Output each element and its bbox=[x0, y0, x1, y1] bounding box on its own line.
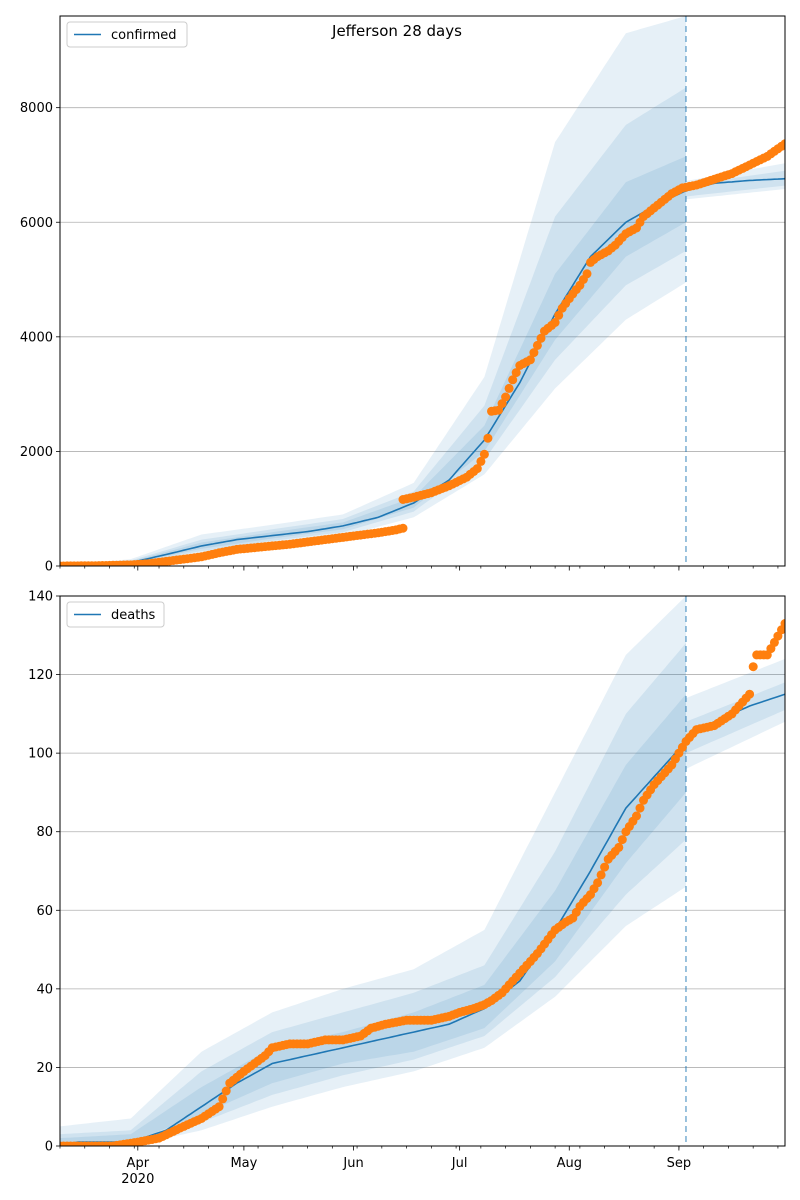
legend-box bbox=[66, 601, 165, 628]
legend-box bbox=[66, 21, 188, 48]
legend-label: confirmed bbox=[111, 28, 177, 43]
deaths-panel: 0 20 40 60 80 100 120 140 deaths bbox=[28, 590, 786, 1155]
observed-point bbox=[476, 456, 486, 466]
x-tick-year-label: 2020 bbox=[121, 1172, 154, 1187]
observed-point bbox=[218, 1094, 228, 1104]
observed-point bbox=[398, 523, 408, 533]
observed-point bbox=[529, 348, 539, 358]
confirmed-panel: 0 2000 4000 6000 8000 confirmed bbox=[20, 15, 786, 575]
axes-frame bbox=[59, 15, 786, 567]
x-tick-label: Apr bbox=[127, 1156, 150, 1171]
axes-frame bbox=[59, 595, 786, 1147]
observed-point bbox=[596, 870, 606, 880]
observed-point bbox=[494, 405, 503, 415]
x-tick-label: Sep bbox=[667, 1156, 692, 1171]
observed-point bbox=[214, 1102, 224, 1112]
y-tick-label: 20 bbox=[36, 1061, 53, 1076]
observed-point bbox=[617, 835, 627, 845]
y-tick-label: 140 bbox=[28, 590, 53, 605]
observed-point bbox=[479, 449, 489, 459]
observed-point bbox=[221, 1086, 231, 1096]
observed-point bbox=[550, 318, 560, 327]
legend-label: deaths bbox=[111, 608, 156, 623]
uncertainty-bands bbox=[60, 596, 785, 1146]
observed-point bbox=[508, 375, 518, 385]
observed-point bbox=[748, 662, 758, 672]
observed-point bbox=[780, 139, 785, 149]
legend: confirmed bbox=[66, 21, 188, 48]
observed-point bbox=[525, 355, 535, 365]
band-outer bbox=[60, 596, 686, 1146]
band-post bbox=[686, 682, 785, 754]
observed-point bbox=[504, 383, 514, 393]
observed-point bbox=[497, 399, 507, 409]
model-line bbox=[60, 693, 785, 1146]
x-tick-label: Jul bbox=[451, 1156, 468, 1171]
band-middle bbox=[60, 87, 686, 566]
band-inner bbox=[60, 156, 686, 566]
observed-point bbox=[600, 862, 610, 872]
figure-title: Jefferson 28 days bbox=[331, 22, 462, 40]
observed-point bbox=[745, 689, 755, 699]
x-tick-label: Jun bbox=[342, 1156, 363, 1171]
band-outer bbox=[60, 16, 686, 566]
observed-point bbox=[777, 625, 785, 635]
x-tick-label: Aug bbox=[557, 1156, 582, 1171]
y-tick-label: 6000 bbox=[20, 216, 53, 231]
y-tick-label: 60 bbox=[36, 904, 53, 919]
y-tick-label: 120 bbox=[28, 668, 53, 683]
y-tick-label: 4000 bbox=[20, 330, 53, 345]
observed-point bbox=[536, 333, 546, 343]
legend: deaths bbox=[66, 601, 165, 628]
observed-point bbox=[483, 433, 493, 443]
observed-point bbox=[501, 392, 511, 402]
observed-point bbox=[532, 340, 542, 350]
observed-point bbox=[614, 842, 624, 852]
observed-points bbox=[60, 619, 785, 1146]
y-tick-label: 0 bbox=[45, 1140, 53, 1155]
observed-point bbox=[635, 803, 645, 813]
y-tick-label: 80 bbox=[36, 825, 53, 840]
y-tick-label: 8000 bbox=[20, 101, 53, 116]
y-tick-label: 0 bbox=[45, 560, 53, 575]
y-tick-label: 100 bbox=[28, 747, 53, 762]
observed-point bbox=[554, 310, 564, 320]
observed-point bbox=[472, 464, 482, 474]
observed-point bbox=[582, 269, 592, 279]
observed-point bbox=[632, 811, 641, 821]
y-tick-label: 2000 bbox=[20, 445, 53, 460]
observed-point bbox=[593, 878, 603, 888]
observed-point bbox=[511, 368, 521, 378]
band-middle bbox=[60, 643, 686, 1146]
observed-points bbox=[60, 139, 785, 566]
uncertainty-bands bbox=[60, 16, 785, 566]
y-tick-label: 40 bbox=[36, 982, 53, 997]
x-tick-label: May bbox=[230, 1156, 257, 1171]
observed-point bbox=[780, 619, 785, 628]
band-post bbox=[686, 170, 785, 197]
